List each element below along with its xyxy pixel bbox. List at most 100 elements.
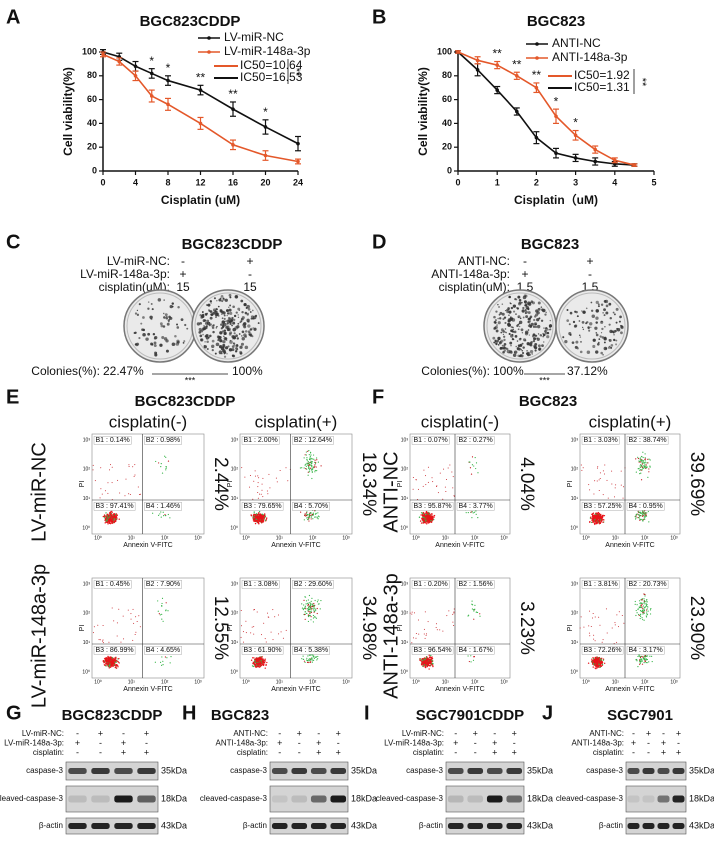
event-dot	[641, 603, 643, 606]
colony-dot	[164, 313, 168, 317]
event-dot	[634, 603, 636, 605]
blot-strip	[445, 761, 525, 781]
event-dot	[107, 517, 109, 519]
event-dot	[311, 466, 313, 468]
event-dot	[312, 467, 314, 469]
event-dot	[263, 622, 265, 624]
event-dot	[644, 603, 646, 605]
event-dot	[105, 659, 108, 661]
colony-dot	[533, 337, 537, 341]
event-dot	[160, 516, 162, 518]
event-dot	[285, 467, 287, 469]
colony-dot	[222, 343, 226, 347]
event-dot	[430, 656, 433, 659]
colony-dot	[209, 310, 213, 313]
x-tick-label: 10²	[161, 535, 169, 541]
event-dot	[261, 519, 264, 522]
event-dot	[594, 656, 596, 659]
event-dot	[260, 520, 262, 523]
event-dot	[311, 514, 313, 516]
event-dot	[472, 659, 475, 661]
event-dot	[591, 514, 594, 516]
colony-dot	[604, 326, 606, 328]
colony-dot	[211, 348, 214, 352]
condition-value: +	[661, 747, 666, 757]
panel-label: C	[6, 231, 20, 253]
event-dot	[477, 517, 479, 519]
event-dot	[473, 511, 476, 513]
colony-dot	[581, 310, 583, 312]
event-dot	[620, 484, 622, 486]
point	[117, 59, 122, 64]
event-dot	[599, 659, 601, 661]
colony-dot	[201, 327, 205, 331]
event-dot	[306, 514, 308, 516]
colonies-label: Colonies(%):	[421, 364, 490, 378]
colony-dot	[500, 328, 504, 332]
event-dot	[595, 512, 597, 514]
event-dot	[116, 622, 118, 624]
colony-dot	[566, 309, 569, 311]
colony-dot	[223, 335, 225, 337]
band-size: 18kDa	[527, 793, 553, 803]
event-dot	[424, 637, 426, 639]
dish	[555, 289, 629, 363]
event-dot	[581, 469, 583, 471]
event-dot	[106, 664, 108, 666]
colony-dot	[600, 351, 603, 355]
band	[642, 795, 655, 803]
y-tick-label: 10⁰	[82, 525, 90, 531]
colony-dot	[610, 344, 614, 347]
condition-value: +	[277, 738, 282, 748]
event-dot	[594, 520, 597, 523]
event-dot	[254, 660, 256, 662]
event-dot	[467, 511, 469, 514]
event-dot	[306, 657, 308, 659]
event-dot	[428, 515, 431, 517]
condition-value: -	[122, 728, 125, 738]
event-dot	[592, 520, 595, 523]
event-dot	[622, 486, 624, 488]
event-dot	[644, 655, 646, 657]
event-dot	[475, 513, 477, 516]
panel-title: BGC823CDDP	[182, 236, 283, 253]
quadrant-box	[626, 580, 669, 589]
event-dot	[595, 658, 597, 660]
event-dot	[264, 667, 266, 669]
colony-dot	[515, 313, 517, 315]
colony-dot	[498, 341, 502, 345]
event-dot	[310, 616, 312, 618]
condition-label: cisplatin(uM):	[439, 280, 510, 294]
event-dot	[314, 513, 317, 515]
event-dot	[411, 642, 413, 644]
event-dot	[419, 520, 422, 522]
event-dot	[169, 662, 171, 664]
colony-dot	[513, 310, 516, 313]
event-dot	[253, 626, 255, 628]
y-tick-label: 0	[447, 165, 452, 175]
quadrant-label: B2 : 7.90%	[146, 581, 180, 588]
point	[515, 74, 519, 78]
event-dot	[479, 615, 481, 617]
event-dot	[635, 458, 637, 460]
event-dot	[616, 614, 618, 616]
colony-dot	[562, 336, 565, 339]
event-dot	[453, 612, 455, 614]
y-tick-label: 10⁰	[82, 669, 90, 675]
apoptosis-total: 12.55%	[210, 596, 231, 661]
colony-dot	[590, 309, 594, 312]
colony-dot	[153, 341, 157, 345]
band	[137, 768, 156, 774]
event-dot	[317, 515, 320, 517]
event-dot	[111, 522, 114, 524]
event-dot	[258, 493, 260, 495]
event-dot	[412, 488, 414, 490]
quadrant-label: B3 : 86.99%	[96, 647, 134, 654]
quadrant-box	[456, 580, 495, 589]
event-dot	[92, 464, 94, 466]
x-tick-label: 4	[612, 177, 617, 187]
event-dot	[417, 488, 419, 490]
x-tick-label: 10³	[342, 535, 350, 541]
colony-dot	[526, 342, 530, 346]
colony-dot	[163, 299, 165, 301]
